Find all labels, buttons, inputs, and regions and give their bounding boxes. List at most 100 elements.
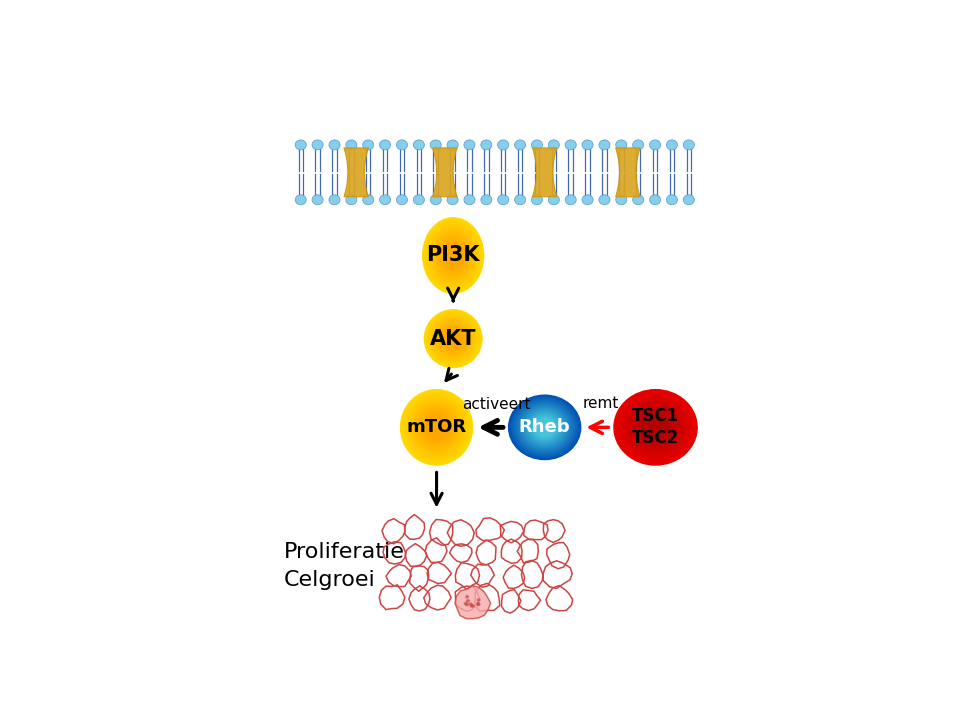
Ellipse shape: [425, 221, 481, 289]
Ellipse shape: [666, 195, 678, 204]
Ellipse shape: [423, 414, 449, 441]
Ellipse shape: [534, 418, 556, 437]
Ellipse shape: [615, 140, 627, 150]
Ellipse shape: [624, 399, 687, 456]
Ellipse shape: [431, 228, 475, 282]
Ellipse shape: [402, 391, 471, 464]
Ellipse shape: [523, 408, 566, 447]
Ellipse shape: [413, 402, 461, 452]
Ellipse shape: [447, 140, 458, 150]
Ellipse shape: [417, 407, 456, 448]
Ellipse shape: [497, 140, 509, 150]
Ellipse shape: [522, 408, 567, 447]
Text: mTOR: mTOR: [406, 418, 467, 436]
Ellipse shape: [444, 243, 463, 268]
Ellipse shape: [642, 415, 668, 439]
Ellipse shape: [523, 408, 565, 446]
Ellipse shape: [516, 401, 574, 454]
Ellipse shape: [532, 140, 542, 150]
Ellipse shape: [445, 246, 462, 266]
Ellipse shape: [443, 328, 465, 350]
Text: Proliferatie
Celgroei: Proliferatie Celgroei: [284, 542, 405, 590]
Ellipse shape: [511, 397, 579, 458]
Ellipse shape: [565, 195, 576, 204]
Ellipse shape: [363, 140, 373, 150]
Ellipse shape: [444, 244, 463, 267]
Ellipse shape: [406, 395, 468, 459]
Ellipse shape: [520, 406, 568, 449]
Ellipse shape: [535, 418, 555, 436]
Ellipse shape: [424, 219, 483, 292]
Ellipse shape: [428, 314, 478, 364]
Ellipse shape: [477, 603, 480, 605]
Ellipse shape: [442, 327, 465, 350]
Ellipse shape: [434, 319, 473, 359]
Ellipse shape: [416, 406, 457, 449]
Ellipse shape: [445, 331, 461, 346]
Ellipse shape: [441, 327, 466, 351]
Ellipse shape: [429, 314, 478, 363]
Ellipse shape: [582, 140, 593, 150]
Ellipse shape: [429, 315, 477, 363]
Ellipse shape: [528, 413, 561, 442]
Ellipse shape: [444, 329, 463, 348]
Ellipse shape: [312, 195, 324, 204]
Ellipse shape: [627, 401, 684, 454]
Ellipse shape: [528, 412, 562, 443]
Ellipse shape: [521, 407, 568, 448]
Ellipse shape: [644, 417, 667, 438]
Ellipse shape: [515, 400, 575, 454]
Ellipse shape: [427, 223, 479, 287]
Ellipse shape: [447, 195, 458, 204]
Ellipse shape: [638, 411, 673, 444]
Ellipse shape: [532, 195, 542, 204]
Ellipse shape: [440, 325, 467, 352]
Ellipse shape: [518, 404, 570, 451]
Ellipse shape: [396, 140, 407, 150]
Ellipse shape: [441, 240, 466, 271]
Ellipse shape: [436, 321, 470, 356]
Ellipse shape: [414, 140, 424, 150]
Ellipse shape: [548, 140, 560, 150]
Ellipse shape: [424, 310, 482, 367]
Ellipse shape: [465, 603, 468, 605]
Ellipse shape: [514, 400, 576, 455]
Ellipse shape: [428, 225, 478, 286]
Ellipse shape: [628, 402, 683, 452]
Ellipse shape: [434, 232, 472, 279]
Ellipse shape: [430, 315, 476, 362]
Ellipse shape: [635, 408, 677, 446]
Ellipse shape: [432, 229, 474, 282]
Ellipse shape: [401, 390, 472, 464]
Ellipse shape: [425, 311, 481, 366]
Text: remt: remt: [583, 396, 619, 410]
Ellipse shape: [631, 405, 681, 450]
Ellipse shape: [650, 140, 660, 150]
Ellipse shape: [420, 410, 453, 444]
Ellipse shape: [379, 140, 391, 150]
Ellipse shape: [471, 605, 474, 607]
Ellipse shape: [626, 400, 685, 454]
Ellipse shape: [444, 330, 462, 347]
Ellipse shape: [402, 392, 470, 463]
Ellipse shape: [630, 404, 681, 451]
Ellipse shape: [618, 394, 693, 461]
Ellipse shape: [650, 195, 660, 204]
Ellipse shape: [431, 228, 475, 283]
Ellipse shape: [684, 140, 694, 150]
Ellipse shape: [512, 398, 577, 456]
Ellipse shape: [637, 410, 674, 444]
Ellipse shape: [422, 413, 451, 442]
Text: activeert: activeert: [462, 397, 531, 412]
Ellipse shape: [416, 405, 458, 449]
Ellipse shape: [565, 140, 576, 150]
Ellipse shape: [509, 395, 581, 459]
Ellipse shape: [435, 320, 471, 357]
Ellipse shape: [639, 413, 671, 441]
Ellipse shape: [424, 415, 449, 441]
Ellipse shape: [535, 419, 554, 436]
Ellipse shape: [427, 312, 479, 365]
Ellipse shape: [431, 317, 475, 361]
Ellipse shape: [516, 402, 572, 452]
Ellipse shape: [615, 195, 627, 204]
